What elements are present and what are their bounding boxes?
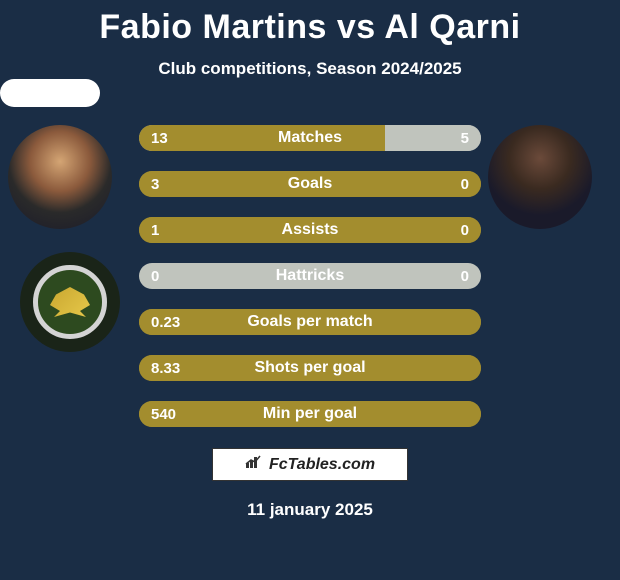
stat-row: 13Matches5 <box>139 125 481 151</box>
stat-label: Min per goal <box>139 405 481 423</box>
stat-label: Goals per match <box>139 313 481 331</box>
eagle-icon <box>50 287 90 317</box>
club-left-crest <box>20 252 120 352</box>
stat-value-right: 0 <box>461 222 469 239</box>
stat-row: 0Hattricks0 <box>139 263 481 289</box>
page-title: Fabio Martins vs Al Qarni <box>0 0 620 47</box>
stat-value-right: 5 <box>461 130 469 147</box>
stat-value-right: 0 <box>461 268 469 285</box>
comparison-card: Fabio Martins vs Al Qarni Club competiti… <box>0 0 620 580</box>
stat-label: Assists <box>139 221 481 239</box>
stat-label: Goals <box>139 175 481 193</box>
stat-label: Shots per goal <box>139 359 481 377</box>
source-badge-text: FcTables.com <box>269 456 375 474</box>
stat-row: 3Goals0 <box>139 171 481 197</box>
source-badge: FcTables.com <box>212 448 408 481</box>
stat-label: Matches <box>139 129 481 147</box>
subtitle: Club competitions, Season 2024/2025 <box>0 59 620 79</box>
stat-row: 1Assists0 <box>139 217 481 243</box>
player-left-avatar <box>8 125 112 229</box>
stat-row: 540Min per goal <box>139 401 481 427</box>
stat-value-right: 0 <box>461 176 469 193</box>
date-label: 11 january 2025 <box>0 500 620 520</box>
stat-row: 0.23Goals per match <box>139 309 481 335</box>
club-right-crest <box>0 79 100 107</box>
stat-row: 8.33Shots per goal <box>139 355 481 381</box>
player-right-avatar <box>488 125 592 229</box>
stats-list: 13Matches53Goals01Assists00Hattricks00.2… <box>139 125 481 447</box>
chart-icon <box>245 455 263 474</box>
stat-label: Hattricks <box>139 267 481 285</box>
club-crest-circle <box>33 265 107 339</box>
